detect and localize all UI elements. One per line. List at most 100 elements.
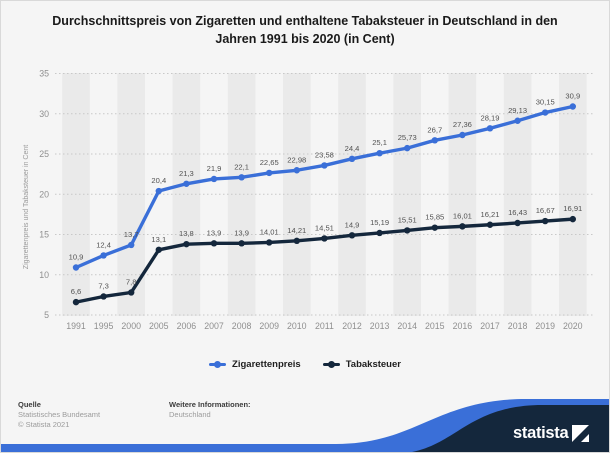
data-point [321, 162, 328, 169]
data-label: 25,73 [398, 133, 417, 142]
data-label: 15,51 [398, 215, 417, 224]
data-label: 10,9 [69, 253, 84, 262]
navy-wedge [411, 405, 609, 452]
data-label: 28,19 [480, 113, 499, 122]
data-point [459, 223, 466, 230]
data-label: 23,58 [315, 150, 334, 159]
y-axis-tick: 30 [39, 109, 49, 119]
y-axis-tick: 25 [39, 149, 49, 159]
x-axis-tick: 2005 [149, 321, 169, 331]
y-axis-tick: 35 [39, 69, 49, 79]
data-point [542, 217, 549, 225]
data-point [569, 103, 576, 110]
data-point [293, 167, 300, 174]
data-label: 15,19 [370, 218, 389, 227]
data-label: 12,4 [96, 240, 111, 249]
data-label: 16,01 [453, 211, 472, 220]
x-axis-tick: 1991 [66, 321, 86, 331]
data-point [100, 252, 107, 259]
data-point [155, 187, 162, 195]
x-axis-tick: 2020 [563, 321, 583, 331]
y-axis-label: Zigarettenpreis und Tabaksteuer in Cent [23, 145, 30, 269]
data-label: 14,9 [345, 220, 360, 229]
chart-title-line1: Durchschnittspreis von Zigaretten und en… [52, 14, 558, 28]
data-label: 16,21 [480, 210, 499, 219]
x-axis-tick: 2007 [204, 321, 224, 331]
legend-label: Zigarettenpreis [232, 359, 301, 370]
data-point [72, 298, 80, 306]
x-axis-tick: 2014 [397, 321, 417, 331]
x-axis-tick: 2019 [535, 321, 555, 331]
chart-title: Durchschnittspreis von Zigaretten und en… [1, 12, 609, 48]
data-point [293, 237, 300, 245]
data-point [431, 137, 438, 144]
data-label: 29,13 [508, 106, 527, 115]
legend-marker-icon [322, 361, 340, 368]
x-axis-tick: 2017 [480, 321, 500, 331]
data-label: 21,9 [207, 164, 222, 173]
x-axis-tick: 2012 [342, 321, 362, 331]
data-point [210, 240, 218, 247]
source-heading: Quelle [18, 400, 41, 409]
data-label: 22,65 [260, 158, 279, 167]
legend-item-zigarettenpreis: Zigarettenpreis [209, 359, 301, 370]
source-name: Statistisches Bundesamt [18, 410, 101, 419]
data-point [266, 239, 273, 246]
data-point [404, 227, 411, 234]
data-label: 22,98 [287, 155, 306, 164]
data-label: 26,7 [427, 125, 442, 134]
data-point [210, 175, 218, 183]
chart-legend: Zigarettenpreis Tabaksteuer [1, 359, 609, 370]
price-tax-line-chart: 5 10 15 20 25 30 35 1991 1995 2000 2005 2006 2007 200… [23, 69, 593, 331]
legend-item-tabaksteuer: Tabaksteuer [322, 359, 401, 370]
y-axis-tick: 15 [39, 230, 49, 240]
data-point [404, 144, 411, 152]
x-axis-tick: 2008 [232, 321, 252, 331]
data-label: 7,3 [98, 281, 109, 290]
data-point [183, 240, 190, 248]
data-point [569, 215, 576, 223]
more-info-block: Weitere Informationen: Deutschland [169, 400, 251, 420]
data-point [72, 264, 80, 271]
data-point [238, 240, 245, 247]
data-label: 21,3 [179, 169, 194, 178]
data-label: 16,91 [563, 204, 582, 213]
statista-footer-wedge [1, 399, 609, 452]
source-block: Quelle Statistisches Bundesamt © Statist… [18, 400, 100, 430]
y-axis-tick: 10 [39, 270, 49, 280]
data-point [155, 246, 162, 253]
data-label: 24,4 [345, 144, 360, 153]
data-point [348, 155, 356, 163]
data-point [183, 180, 190, 187]
data-point [376, 149, 383, 157]
x-axis-tick: 2015 [425, 321, 445, 331]
data-label: 14,01 [260, 227, 279, 236]
data-point [459, 131, 466, 139]
chart-title-line2: Jahren 1991 bis 2020 (in Cent) [215, 32, 395, 46]
x-axis-tick: 2018 [508, 321, 528, 331]
data-point [431, 224, 438, 231]
data-point [238, 174, 245, 181]
data-point [321, 235, 328, 242]
data-label: 6,6 [71, 287, 82, 296]
data-point [376, 229, 383, 237]
data-label: 13,9 [207, 228, 222, 237]
data-label: 13,8 [179, 229, 194, 238]
data-point [348, 232, 356, 239]
x-axis-tick: 2010 [287, 321, 307, 331]
legend-marker-icon [209, 361, 227, 368]
data-point [542, 109, 549, 116]
data-label: 16,67 [536, 206, 555, 215]
x-axis-tick: 2000 [121, 321, 141, 331]
data-point [266, 169, 273, 177]
x-axis-tick: 2016 [453, 321, 473, 331]
statista-logo: statista [513, 424, 590, 443]
data-label: 30,15 [536, 98, 555, 107]
data-label: 25,1 [372, 138, 387, 147]
data-label: 20,4 [151, 176, 166, 185]
data-label: 27,36 [453, 120, 472, 129]
data-label: 14,21 [287, 226, 306, 235]
data-label: 15,85 [425, 213, 444, 222]
y-axis-tick: 5 [44, 310, 49, 320]
